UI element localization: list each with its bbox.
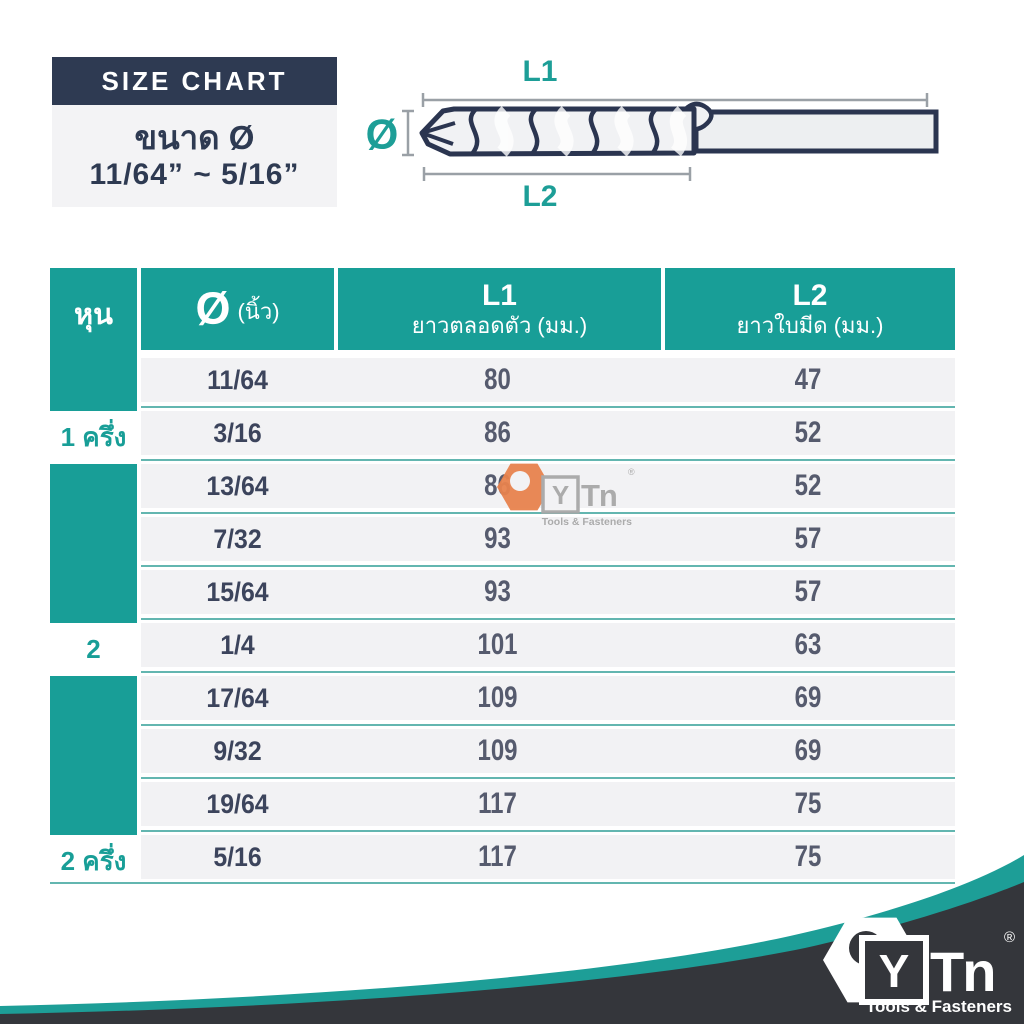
cell-size-inch: 7/32 <box>213 523 262 554</box>
logo-letters-tn: Tn <box>930 940 994 1003</box>
hun-label-3: 2 ครึ่ง <box>50 835 137 888</box>
hun-column-header: หุน <box>50 268 137 411</box>
drill-bit-illustration <box>419 101 939 157</box>
hun-label-2: 2 <box>50 623 137 676</box>
header-diameter-unit: (นิ้ว) <box>237 299 280 325</box>
watermark-nut-hole <box>510 471 530 491</box>
cell-l2-mm: 75 <box>794 840 822 873</box>
watermark-registered-mark: ® <box>628 467 635 477</box>
size-chart-info-box: SIZE CHART ขนาด Ø 11/64” ~ 5/16” <box>52 57 337 207</box>
size-table: หุน 1 ครึ่ง 2 2 ครึ่ง Ø (นิ้ว) L1 ยาวตลอ… <box>50 268 955 888</box>
watermark-y-square <box>541 475 580 514</box>
table-row: 5/16 117 75 <box>141 835 955 888</box>
watermark-tagline: Tools & Fasteners <box>542 516 632 528</box>
l2-dimension-line <box>422 167 692 181</box>
table-row: 17/64 109 69 <box>141 676 955 729</box>
logo-letter-y: Y <box>879 945 910 997</box>
ytn-watermark: Y Tn ® Tools & Fasteners <box>497 463 635 528</box>
footer-brand-band: Y Tn ® Tools & Fasteners <box>0 855 1024 1024</box>
cell-l1-mm: 109 <box>477 681 518 714</box>
table-main: Ø (นิ้ว) L1 ยาวตลอดตัว (มม.) L2 ยาวใบมีด… <box>141 268 955 888</box>
logo-tagline: Tools & Fasteners <box>866 997 1012 1016</box>
watermark-letters-tn: Tn <box>581 478 617 513</box>
footer-dark-swoosh <box>0 882 1024 1024</box>
header-diameter-symbol: Ø <box>195 282 231 334</box>
header-l2-subtitle: ยาวใบมีด (มม.) <box>736 312 884 338</box>
header-l1: L1 ยาวตลอดตัว (มม.) <box>338 268 661 350</box>
cell-l1-mm: 101 <box>477 628 518 661</box>
ytn-logo: Y Tn ® Tools & Fasteners <box>823 917 1015 1016</box>
cell-l2-mm: 52 <box>794 416 822 449</box>
hun-teal-block <box>50 464 137 623</box>
l1-dimension-label: L1 <box>522 55 557 88</box>
table-body: 11/64 80 47 3/16 86 52 13/64 86 52 7/32 … <box>141 358 955 888</box>
header-l1-subtitle: ยาวตลอดตัว (มม.) <box>411 312 588 338</box>
cell-l1-mm: 93 <box>484 575 511 608</box>
table-row: 3/16 86 52 <box>141 411 955 464</box>
diameter-symbol: Ø <box>366 111 399 158</box>
table-bottom-rule <box>50 882 955 884</box>
size-chart-title: SIZE CHART <box>52 57 337 105</box>
cell-size-inch: 13/64 <box>206 470 269 501</box>
hun-label-1: 1 ครึ่ง <box>50 411 137 464</box>
cell-l2-mm: 75 <box>794 787 822 820</box>
header-l2: L2 ยาวใบมีด (มม.) <box>665 268 955 350</box>
table-row: 15/64 93 57 <box>141 570 955 623</box>
table-row: 19/64 117 75 <box>141 782 955 835</box>
cell-l1-mm: 109 <box>477 734 518 767</box>
cell-l2-mm: 47 <box>794 363 822 396</box>
cell-l2-mm: 57 <box>794 575 822 608</box>
diameter-dimension-line <box>402 109 414 157</box>
cell-l1-mm: 93 <box>484 522 511 555</box>
size-chart-subtitle: ขนาด Ø 11/64” ~ 5/16” <box>52 105 337 207</box>
l1-dimension-line <box>421 93 929 107</box>
drill-shank <box>693 109 939 154</box>
cell-size-inch: 5/16 <box>213 841 262 872</box>
logo-registered-mark: ® <box>1004 929 1015 946</box>
drill-tip-facets <box>421 121 456 146</box>
l2-dimension-label: L2 <box>522 180 557 210</box>
flute-highlights <box>494 106 688 157</box>
table-header-row: Ø (นิ้ว) L1 ยาวตลอดตัว (มม.) L2 ยาวใบมีด… <box>141 268 955 350</box>
cell-l2-mm: 69 <box>794 681 822 714</box>
logo-y-square <box>859 935 929 1005</box>
cell-size-inch: 15/64 <box>206 576 269 607</box>
cell-l2-mm: 52 <box>794 469 822 502</box>
flute-spirals <box>468 107 660 156</box>
hun-teal-block <box>50 676 137 835</box>
cell-size-inch: 17/64 <box>206 682 269 713</box>
cell-size-inch: 19/64 <box>206 788 269 819</box>
cell-l2-mm: 57 <box>794 522 822 555</box>
table-row: 9/32 109 69 <box>141 729 955 782</box>
cell-size-inch: 11/64 <box>207 364 268 395</box>
header-l1-title: L1 <box>481 278 517 312</box>
cell-l1-mm: 117 <box>478 840 517 873</box>
header-diameter: Ø (นิ้ว) <box>141 268 334 350</box>
table-row: 1/4 101 63 <box>141 623 955 676</box>
header-l2-title: L2 <box>792 278 828 312</box>
cell-size-inch: 3/16 <box>213 417 262 448</box>
cell-l1-mm: 86 <box>484 416 511 449</box>
cell-l1-mm: 80 <box>484 363 511 396</box>
cell-size-inch: 1/4 <box>220 629 255 660</box>
cell-l2-mm: 69 <box>794 734 822 767</box>
cell-l1-mm: 117 <box>478 787 517 820</box>
watermark-letter-y: Y <box>552 480 569 510</box>
cell-size-inch: 9/32 <box>213 735 262 766</box>
diameter-label: ขนาด Ø <box>134 119 255 157</box>
size-range-label: 11/64” ~ 5/16” <box>89 157 300 191</box>
hun-column: หุน 1 ครึ่ง 2 2 ครึ่ง <box>50 268 137 888</box>
cell-l2-mm: 63 <box>794 628 822 661</box>
drill-bit-diagram: L1 Ø <box>366 55 939 210</box>
table-row: 11/64 80 47 <box>141 358 955 411</box>
table-row: 7/32 93 57 <box>141 517 955 570</box>
